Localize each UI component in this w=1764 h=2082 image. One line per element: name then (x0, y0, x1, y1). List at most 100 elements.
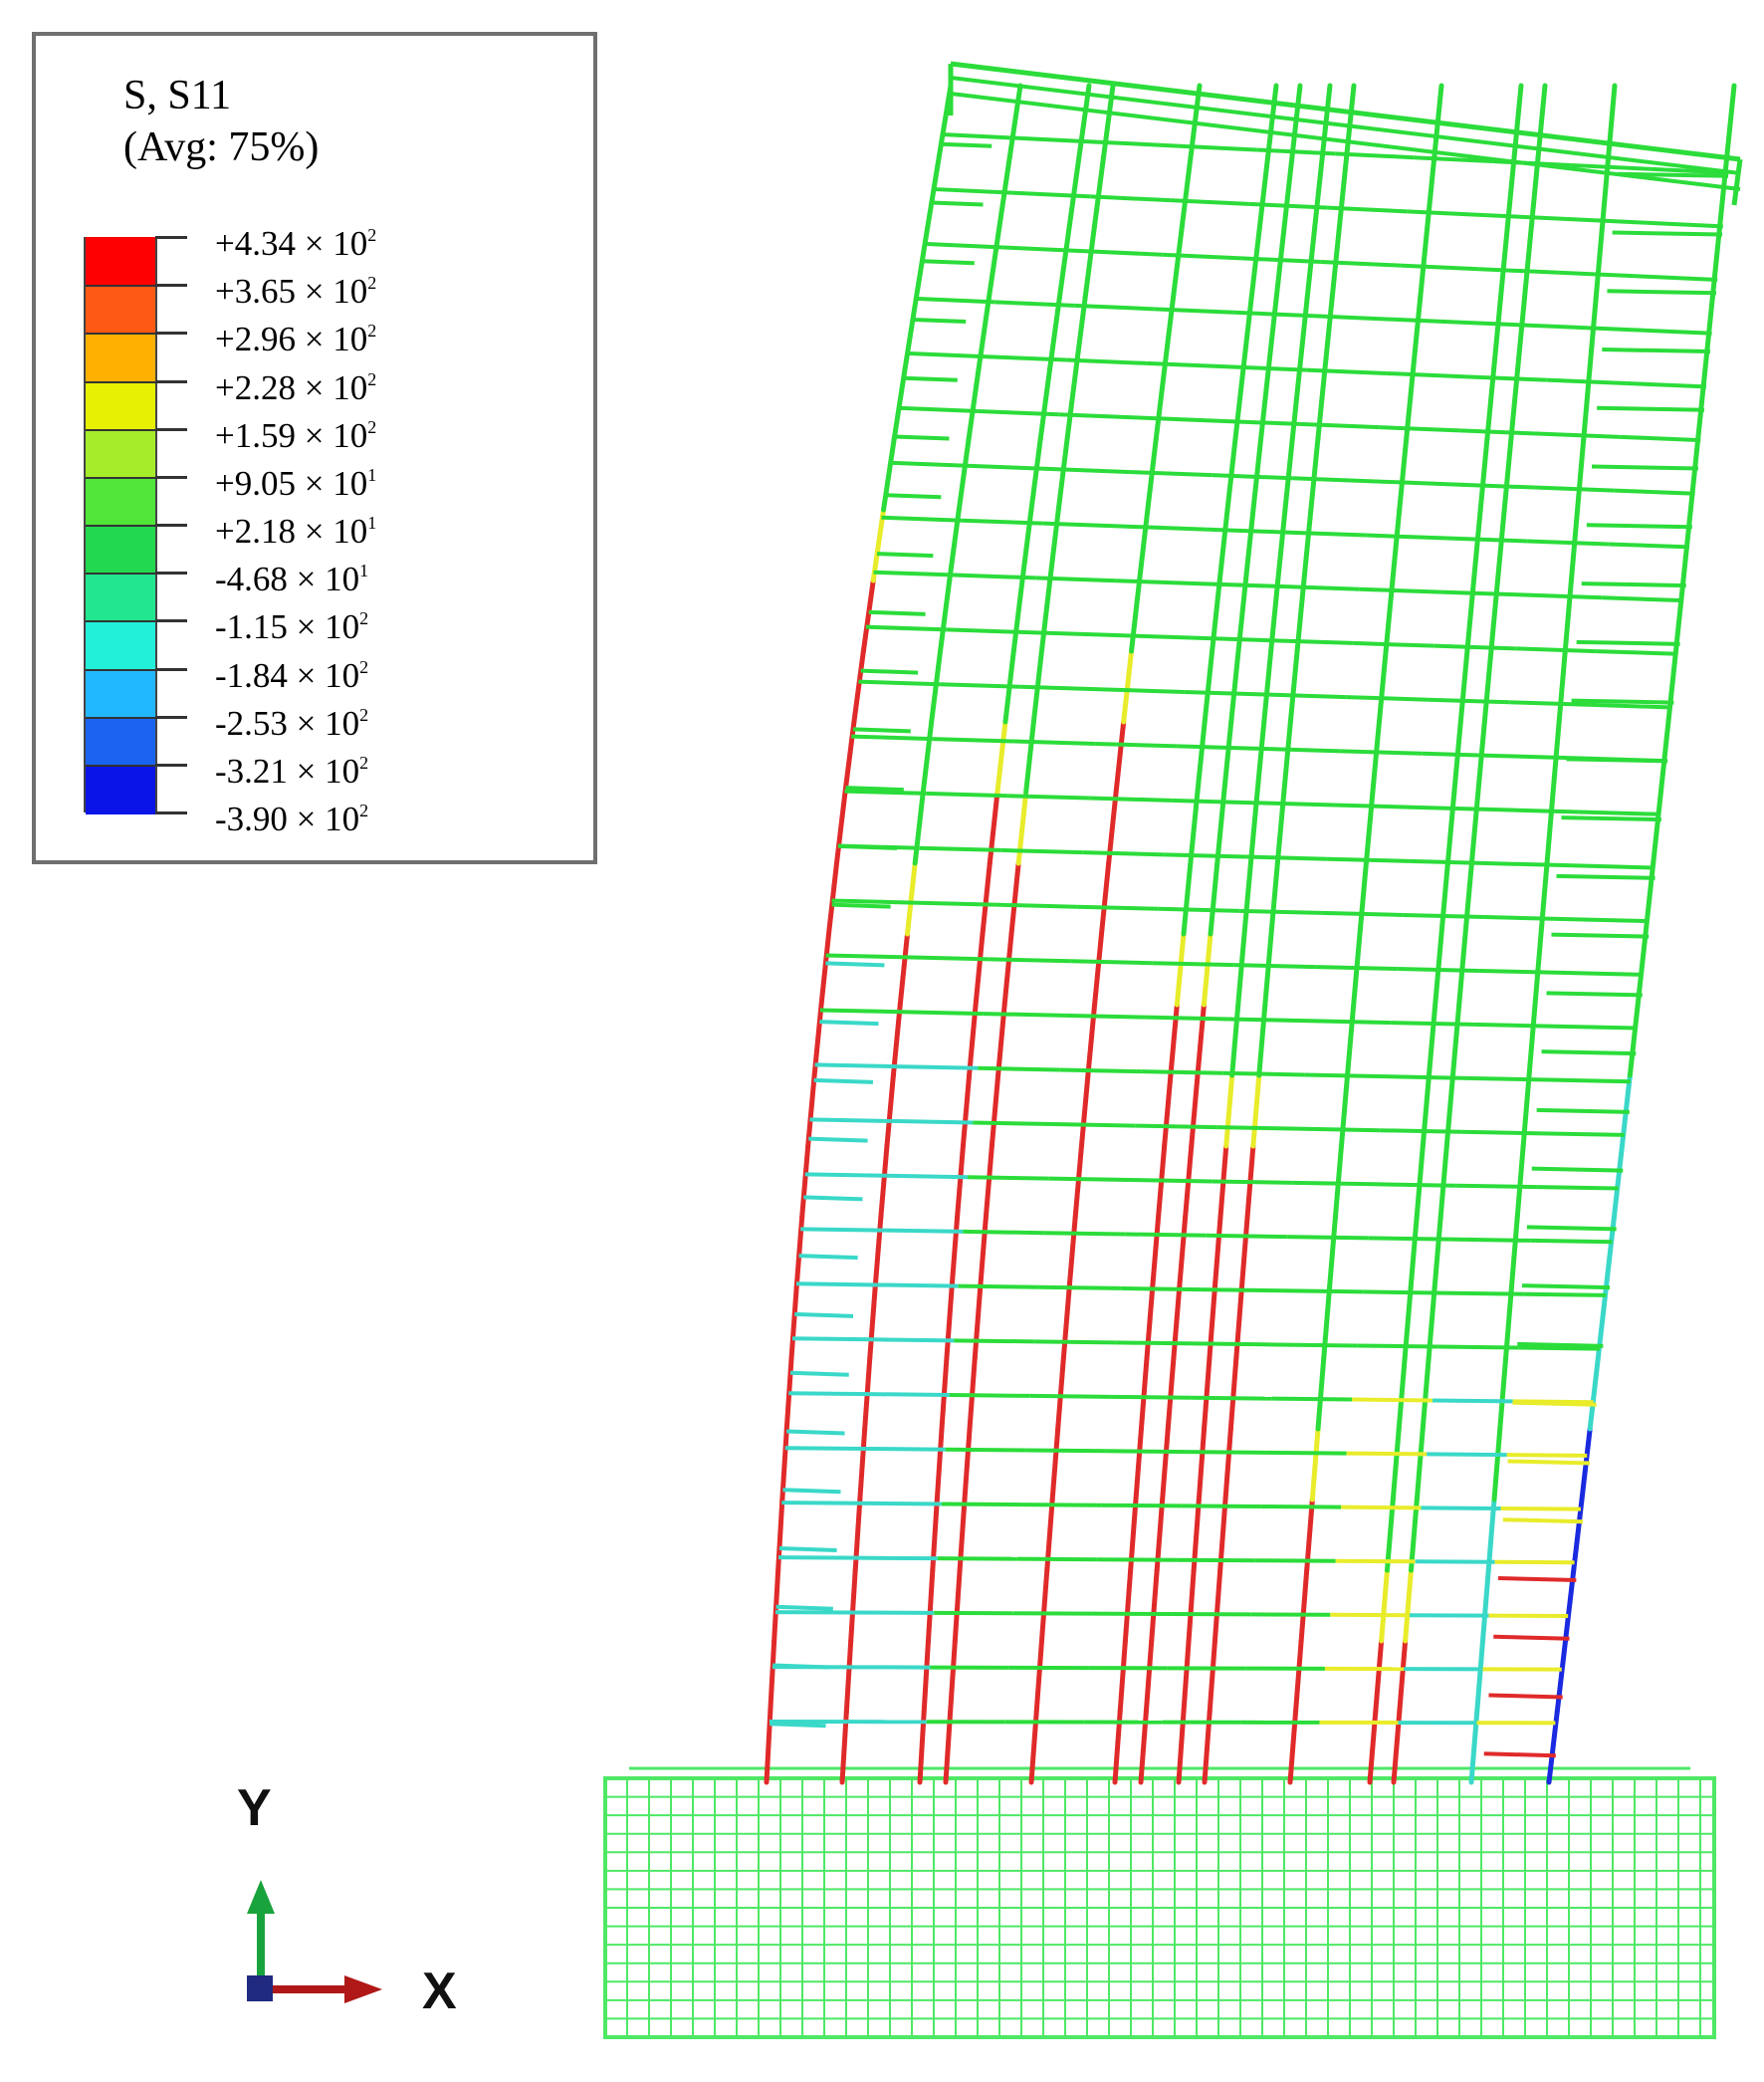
vertical-rebar-segment (1627, 1002, 1641, 1078)
vertical-rebar-segment (1275, 507, 1288, 583)
vertical-rebar-segment (1254, 719, 1267, 796)
vertical-rebar-segment (1261, 648, 1274, 725)
boundary-tie (778, 1545, 837, 1552)
horizontal-rebar-segment (1256, 147, 1336, 156)
horizontal-rebar-segment (1218, 418, 1300, 426)
horizontal-rebar-segment (1496, 808, 1579, 814)
vertical-rebar-segment (1171, 224, 1185, 301)
tick-exponent: 2 (359, 608, 369, 629)
vertical-rebar-segment (848, 1567, 858, 1644)
horizontal-rebar-segment (1216, 1125, 1299, 1131)
vertical-rebar-segment (1535, 83, 1548, 159)
horizontal-rebar-segment (1564, 216, 1645, 225)
horizontal-rebar-segment (1074, 303, 1155, 312)
horizontal-rebar-segment (1191, 635, 1272, 643)
horizontal-rebar-segment (1098, 139, 1179, 148)
boundary-tie (1521, 1283, 1611, 1290)
vertical-rebar-segment (1133, 1426, 1144, 1503)
horizontal-rebar-segment (1233, 963, 1316, 970)
vertical-rebar-segment (1189, 1072, 1201, 1149)
color-bar-tick (155, 427, 187, 431)
boundary-tie (903, 375, 958, 382)
horizontal-rebar-segment (1449, 1237, 1531, 1243)
wall-reinforcement (764, 61, 1743, 1785)
horizontal-rebar-segment (1432, 1398, 1513, 1404)
vertical-rebar-segment (799, 1143, 811, 1220)
tick-label: -3.90 × 102 (215, 791, 368, 839)
color-band (86, 573, 155, 623)
horizontal-rebar-segment (1518, 1345, 1600, 1351)
vertical-rebar-segment (1138, 1355, 1150, 1432)
vertical-rebar-segment (1611, 1143, 1625, 1220)
vertical-rebar-segment (867, 1284, 878, 1361)
legend-variable: S, S11 (123, 73, 232, 118)
tick-mantissa: -2.53 (215, 703, 288, 743)
vertical-rebar-segment (1344, 83, 1357, 159)
horizontal-rebar-segment (933, 737, 1015, 744)
horizontal-rebar-segment (1105, 1449, 1187, 1455)
tick-mantissa: +2.18 (215, 512, 296, 551)
vertical-rebar-segment (1468, 790, 1481, 866)
vertical-rebar-segment (987, 790, 1000, 866)
vertical-rebar-segment (1322, 295, 1335, 371)
horizontal-rebar-segment (932, 186, 1012, 195)
vertical-rebar-segment (1449, 1002, 1462, 1078)
vertical-rebar-segment (1171, 1284, 1183, 1361)
vertical-rebar-segment (1390, 507, 1403, 583)
vertical-rebar-segment (1438, 860, 1450, 937)
horizontal-rebar-segment (1082, 249, 1163, 257)
horizontal-rebar-segment (1034, 1339, 1116, 1345)
horizontal-rebar-segment (891, 1118, 974, 1125)
color-bar-tick (155, 763, 187, 767)
vertical-rebar-segment (972, 1284, 984, 1361)
boundary-tie (1497, 1575, 1577, 1582)
horizontal-rebar-segment (1428, 697, 1510, 705)
horizontal-rebar-segment (1341, 1504, 1422, 1510)
horizontal-rebar-segment (1363, 1289, 1444, 1295)
tick-times-ten: × 10 (296, 512, 368, 551)
horizontal-rebar-segment (1042, 521, 1125, 529)
vertical-rebar-segment (1491, 295, 1503, 371)
horizontal-rebar-segment (1285, 530, 1367, 538)
horizontal-rebar-segment (1266, 1450, 1347, 1456)
vertical-rebar-segment (966, 365, 982, 442)
tick-times-ten: × 10 (287, 800, 360, 838)
top-cap-bar (950, 61, 1741, 162)
vertical-rebar-segment (1235, 931, 1247, 1008)
vertical-rebar-segment (955, 1143, 966, 1220)
horizontal-rebar-segment (1346, 1451, 1428, 1457)
vertical-rebar-segment (1327, 1214, 1338, 1290)
horizontal-rebar-segment (1258, 746, 1341, 754)
horizontal-rebar-segment (1281, 1288, 1364, 1294)
horizontal-rebar-segment (1206, 1233, 1288, 1240)
vertical-rebar-segment (1179, 153, 1194, 230)
boundary-tie (1556, 873, 1655, 880)
tick-exponent: 1 (367, 513, 377, 533)
horizontal-rebar-segment (1245, 854, 1328, 861)
tick-exponent: 2 (367, 273, 377, 294)
boundary-tie (819, 1020, 879, 1027)
vertical-rebar-segment (1214, 790, 1227, 866)
horizontal-rebar-segment (1123, 524, 1206, 532)
vertical-rebar-segment (983, 1143, 994, 1220)
boundary-tie (770, 1722, 826, 1729)
horizontal-rebar-segment (804, 1172, 887, 1178)
vertical-rebar-segment (1072, 1143, 1084, 1220)
horizontal-rebar-segment (919, 845, 1001, 852)
color-bar-tick (155, 284, 187, 288)
vertical-rebar-segment (921, 1638, 931, 1715)
horizontal-rebar-segment (1500, 1505, 1581, 1511)
vertical-rebar-segment (1293, 1638, 1304, 1715)
horizontal-rebar-segment (1379, 425, 1460, 433)
horizontal-rebar-segment (1393, 317, 1473, 326)
vertical-rebar-segment (1432, 1214, 1443, 1290)
horizontal-rebar-segment (1064, 1013, 1147, 1020)
vertical-rebar-segment (1414, 1143, 1426, 1220)
horizontal-rebar-segment (1059, 1067, 1142, 1074)
vertical-rebar-segment (891, 365, 908, 442)
boundary-tie (813, 1077, 874, 1084)
vertical-rebar-segment (1241, 860, 1253, 937)
vertical-rebar-segment (1345, 1002, 1357, 1078)
vertical-rebar-segment (1055, 1355, 1066, 1432)
vertical-rebar-segment (1562, 578, 1574, 654)
